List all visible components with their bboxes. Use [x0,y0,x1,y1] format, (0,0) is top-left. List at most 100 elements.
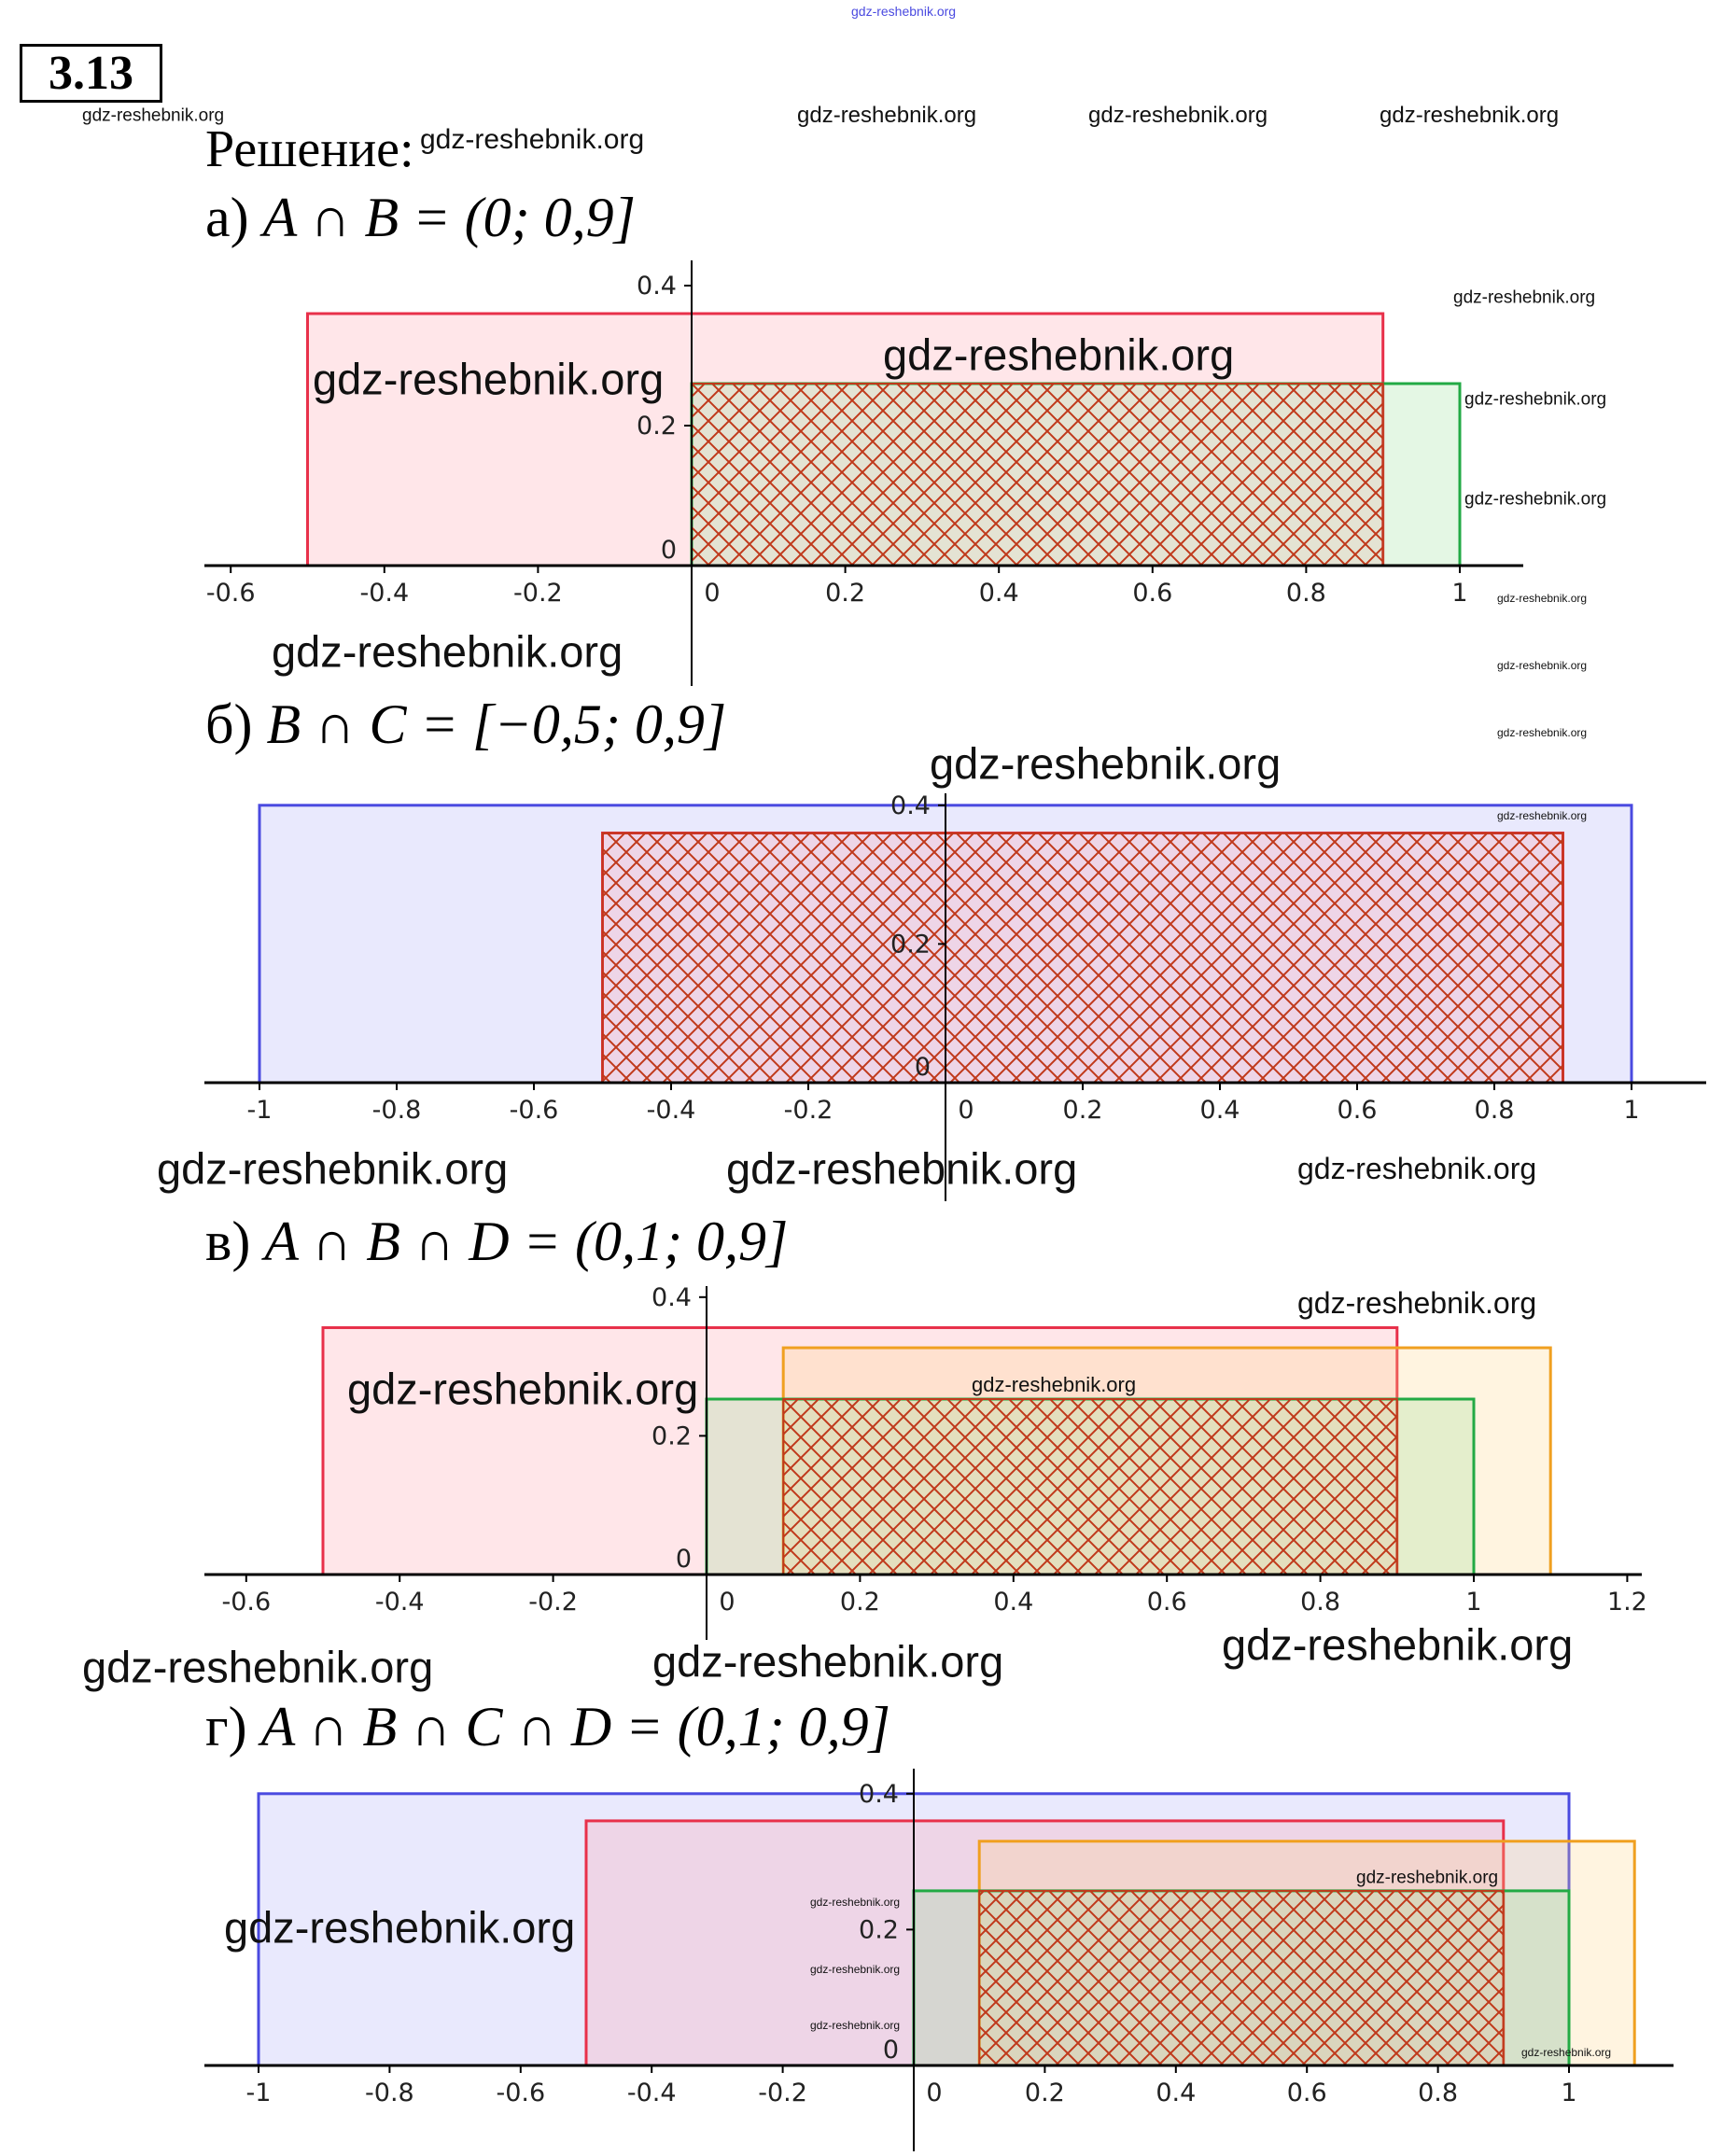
watermark-text: gdz-reshebnik.org [272,626,623,677]
x-tick-label: 0 [958,1096,974,1125]
watermark-text: gdz-reshebnik.org [82,105,225,126]
solution-heading: Решение: [205,120,414,178]
answer-d: г) A ∩ B ∩ C ∩ D = (0,1; 0,9] [205,1694,890,1759]
x-tick-label: 0.6 [1132,579,1172,608]
x-tick-label: -0.8 [372,1096,422,1125]
y-tick-label: 0.4 [859,1780,899,1809]
x-tick-label: -0.4 [627,2079,677,2107]
watermark-text: gdz-reshebnik.org [313,354,665,404]
watermark-text: gdz-reshebnik.org [1380,103,1560,128]
y-tick-label: 0.2 [890,930,931,959]
x-tick-label: 0.4 [979,579,1019,608]
x-tick-label: 1.2 [1607,1588,1647,1617]
x-tick-label: 1 [1623,1096,1639,1125]
watermark-text: gdz-reshebnik.org [726,1143,1078,1194]
intersection-hatch [691,383,1384,567]
intersection-hatch [978,1889,1505,2067]
x-tick-label: 1 [1561,2079,1576,2107]
answer-expr: A ∩ B ∩ C ∩ D = (0,1; 0,9] [260,1696,890,1757]
x-tick-label: -1 [247,1096,273,1125]
x-tick-label: 0.6 [1287,2079,1327,2107]
answer-b: б) B ∩ C = [−0,5; 0,9] [205,692,726,757]
x-tick-label: -0.2 [784,1096,833,1125]
problem-number: 3.13 [20,44,162,103]
x-tick-label: -0.2 [758,2079,807,2107]
y-tick-label: 0.2 [859,1915,899,1944]
x-tick-label: -0.6 [496,2079,545,2107]
watermark-text: gdz-reshebnik.org [1497,809,1588,822]
intersection-hatch [782,1398,1398,1575]
watermark-text: gdz-reshebnik.org [224,1902,576,1953]
watermark-text: gdz-reshebnik.org [82,1642,434,1692]
watermark-text: gdz-reshebnik.org [1356,1868,1499,1888]
watermark-text: gdz-reshebnik.org [883,329,1235,380]
x-tick-label: -0.4 [375,1588,425,1617]
graph-4: -1 -0.8 -0.6 -0.4 -0.2 0 0.2 0.4 0.6 0.8 1 0 0.2 0.4 [204,1769,1674,2151]
y-tick-label: 0 [661,536,677,565]
watermark-text: gdz-reshebnik.org [1464,489,1607,510]
x-tick-label: 0.2 [1063,1096,1103,1125]
watermark-text: gdz-reshebnik.org [930,738,1282,789]
x-tick-label: 0.8 [1475,1096,1515,1125]
answer-c: в) A ∩ B ∩ D = (0,1; 0,9] [205,1209,788,1274]
answer-expr: A ∩ B ∩ D = (0,1; 0,9] [264,1211,789,1272]
graph-3: -0.6 -0.4 -0.2 0 0.2 0.4 0.6 0.8 1 1.2 0 0.2 0.4 [204,1283,1647,1640]
y-tick-label: 0.2 [651,1421,692,1450]
x-tick-label: -0.6 [206,579,256,608]
watermark-text: gdz-reshebnik.org [972,1373,1137,1396]
x-tick-label: -0.4 [359,579,409,608]
x-tick-label: 0.8 [1286,579,1326,608]
graph-1: -0.6 -0.4 -0.2 0 0.2 0.4 0.6 0.8 1 0 0.2 0.4 [204,260,1523,686]
x-tick-label: 0.8 [1300,1588,1340,1617]
x-tick-label: 0.2 [840,1588,880,1617]
watermark-text: gdz-reshebnik.org [1297,1152,1537,1185]
y-tick-label: 0.4 [890,791,931,820]
x-tick-label: 0.2 [825,579,865,608]
x-tick-label: -0.2 [513,579,563,608]
x-tick-label: -0.4 [647,1096,696,1125]
x-tick-label: 0.4 [1200,1096,1240,1125]
y-tick-label: 0 [915,1053,931,1082]
x-tick-label: -0.6 [510,1096,559,1125]
x-tick-label: 1 [1451,579,1467,608]
watermark-text: gdz-reshebnik.org [157,1143,509,1194]
x-tick-label: 0.2 [1025,2079,1065,2107]
answer-a: а) A ∩ B = (0; 0,9] [205,185,636,250]
watermark-text: gdz-reshebnik.org [797,103,977,128]
x-tick-label: 0.8 [1418,2079,1458,2107]
answer-label: б) [205,693,253,755]
x-tick-label: 0.4 [993,1588,1033,1617]
x-tick-label: -0.6 [221,1588,271,1617]
watermark-text: gdz-reshebnik.org [1297,1286,1537,1320]
x-tick-label: -0.8 [365,2079,414,2107]
x-tick-label: -1 [246,2079,272,2107]
answer-expr: B ∩ C = [−0,5; 0,9] [266,693,727,755]
y-tick-label: 0 [676,1545,692,1574]
x-tick-label: 0.6 [1147,1588,1187,1617]
watermark-text: gdz-reshebnik.org [1497,592,1588,605]
watermark-text: gdz-reshebnik.org [1453,287,1596,308]
watermark-text: gdz-reshebnik.org [810,2019,901,2032]
y-tick-label: 0.2 [637,412,677,441]
watermark-text: gdz-reshebnik.org [1497,659,1588,672]
answer-label: г) [205,1696,247,1757]
y-tick-label: 0 [883,2036,899,2065]
watermark-text: gdz-reshebnik.org [1521,2046,1612,2059]
watermark-text: gdz-reshebnik.org [810,1896,901,1909]
graph-2: -1 -0.8 -0.6 -0.4 -0.2 0 0.2 0.4 0.6 0.8 1 0 0.2 0.4 [204,791,1706,1201]
answer-expr: A ∩ B = (0; 0,9] [262,187,636,248]
x-tick-label: -0.2 [528,1588,578,1617]
x-tick-label: 0.6 [1338,1096,1378,1125]
x-tick-label: 0 [719,1588,735,1617]
watermark-text: gdz-reshebnik.org [652,1636,1004,1687]
answer-label: в) [205,1211,251,1272]
y-tick-label: 0.4 [637,272,677,301]
watermark-text: gdz-reshebnik.org [1088,103,1268,128]
watermark-text: gdz-reshebnik.org [851,4,957,19]
watermark-text: gdz-reshebnik.org [1464,389,1607,410]
watermark-text: gdz-reshebnik.org [1497,726,1588,739]
x-tick-label: 0 [704,579,720,608]
x-tick-label: 0.4 [1156,2079,1196,2107]
watermark-text: gdz-reshebnik.org [1222,1619,1574,1670]
